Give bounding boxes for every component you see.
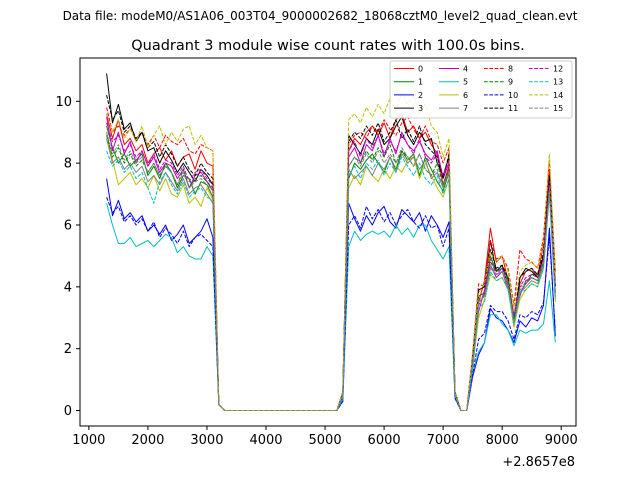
y-tick-label: 8 (64, 157, 72, 172)
y-tick-label: 2 (64, 342, 72, 357)
y-tick-label: 4 (64, 280, 72, 295)
x-tick-label: 7000 (427, 433, 460, 448)
legend-label-12: 12 (553, 65, 563, 74)
y-tick-label: 10 (55, 95, 72, 110)
x-tick-label: 9000 (545, 433, 578, 448)
x-tick-label: 4000 (249, 433, 282, 448)
x-tick-label: 2000 (131, 433, 164, 448)
x-tick-label: 8000 (486, 433, 519, 448)
x-tick-label: 5000 (309, 433, 342, 448)
legend-label-3: 3 (418, 104, 423, 113)
suptitle: Data file: modeM0/AS1A06_003T04_90000026… (63, 9, 578, 23)
series-line-11 (106, 94, 556, 411)
x-tick-label: 1000 (72, 433, 105, 448)
legend-label-11: 11 (508, 104, 518, 113)
legend-label-7: 7 (463, 104, 468, 113)
x-tick-label: 3000 (190, 433, 223, 448)
legend-label-9: 9 (508, 78, 513, 87)
axes: 1000 2000 3000 4000 5000 6000 7000 8000 9000 0 2 4 6… (55, 95, 577, 448)
legend-label-15: 15 (553, 104, 563, 113)
legend-label-0: 0 (418, 65, 423, 74)
legend-label-14: 14 (553, 91, 563, 100)
axes-frame (79, 57, 577, 427)
legend-label-5: 5 (463, 78, 468, 87)
series-line-14 (106, 91, 556, 411)
x-offset-label: +2.8657e8 (502, 455, 575, 470)
legend-label-4: 4 (463, 65, 468, 74)
legend-label-1: 1 (418, 78, 423, 87)
plot-area (106, 73, 556, 411)
legend-label-10: 10 (508, 91, 518, 100)
legend-label-13: 13 (553, 78, 563, 87)
legend-label-2: 2 (418, 91, 423, 100)
legend-label-8: 8 (508, 65, 513, 74)
legend-box (389, 60, 573, 119)
x-tick-label: 6000 (368, 433, 401, 448)
series-line-15 (106, 132, 556, 411)
chart-title: Quadrant 3 module wise count rates with … (131, 38, 525, 54)
series-lines (106, 73, 556, 411)
y-tick-label: 6 (64, 218, 72, 233)
y-tick-label: 0 (64, 404, 72, 419)
legend-label-6: 6 (463, 91, 468, 100)
